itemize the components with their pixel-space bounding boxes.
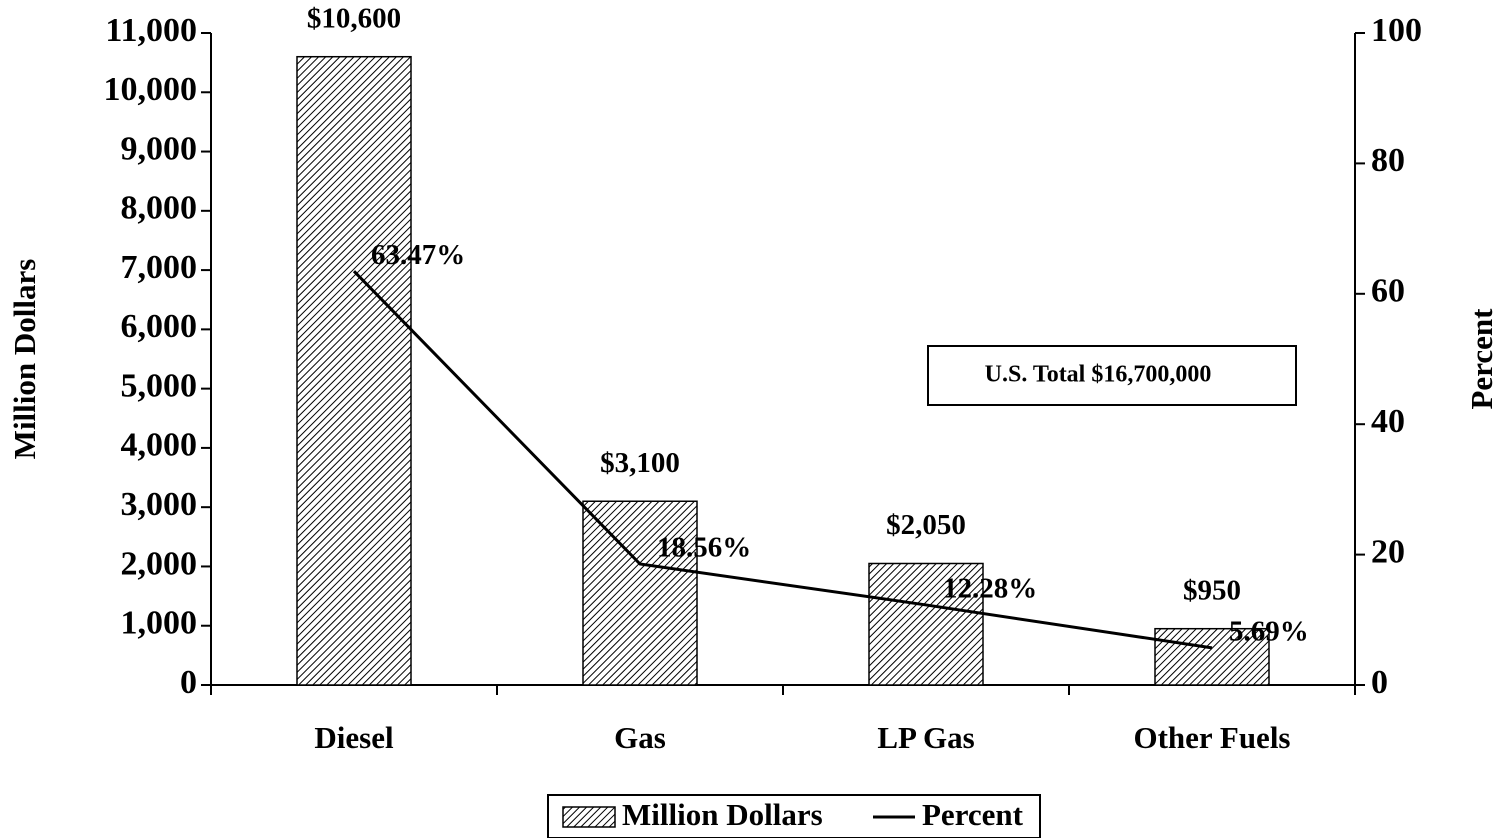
y-tick-label: 3,000 (121, 486, 198, 523)
y2-tick-label: 60 (1371, 273, 1405, 310)
bar-value-label: $3,100 (600, 447, 680, 479)
x-tick-label: LP Gas (877, 720, 974, 755)
y-tick-label: 8,000 (121, 190, 198, 227)
bar (296, 55, 412, 686)
y-tick-label: 5,000 (121, 367, 198, 404)
y-tick-label: 6,000 (121, 308, 198, 345)
y-tick-label: 11,000 (105, 12, 197, 49)
y2-tick-label: 20 (1371, 533, 1405, 570)
x-tick-label: Gas (614, 720, 666, 755)
annotation: U.S. Total $16,700,000 (985, 362, 1212, 388)
y-tick-label: 1,000 (121, 605, 198, 642)
y-axis-label: Million Dollars (7, 259, 42, 460)
bar-value-label: $10,600 (307, 2, 401, 34)
x-tick-label: Diesel (314, 720, 394, 755)
line-value-label: 5.69% (1229, 616, 1309, 648)
y2-tick-label: 40 (1371, 403, 1405, 440)
y-tick-label: 2,000 (121, 545, 198, 582)
bar-value-label: $950 (1183, 574, 1241, 606)
bar (1154, 627, 1270, 686)
legend-label: Percent (922, 797, 1024, 832)
bar-value-label: $2,050 (886, 509, 966, 541)
y2-tick-label: 80 (1371, 142, 1405, 179)
percent-line (352, 270, 1213, 650)
y-tick-label: 4,000 (121, 427, 198, 464)
line-value-label: 63.47% (371, 239, 465, 271)
y-tick-label: 10,000 (104, 71, 198, 108)
bar (582, 500, 698, 686)
legend-swatch (562, 806, 616, 828)
bar (868, 562, 984, 686)
line-value-label: 18.56% (657, 532, 751, 564)
y2-tick-label: 100 (1371, 12, 1422, 49)
y-tick-label: 9,000 (121, 130, 198, 167)
y-tick-label: 0 (180, 664, 197, 701)
x-tick-label: Other Fuels (1134, 720, 1291, 755)
legend-box (547, 794, 1041, 838)
legend-label: Million Dollars (622, 797, 823, 832)
y2-tick-label: 0 (1371, 664, 1388, 701)
y2-axis-label: Percent (1464, 308, 1499, 410)
y-tick-label: 7,000 (121, 249, 198, 286)
annotation-box (927, 345, 1297, 406)
line-value-label: 12.28% (943, 573, 1037, 605)
